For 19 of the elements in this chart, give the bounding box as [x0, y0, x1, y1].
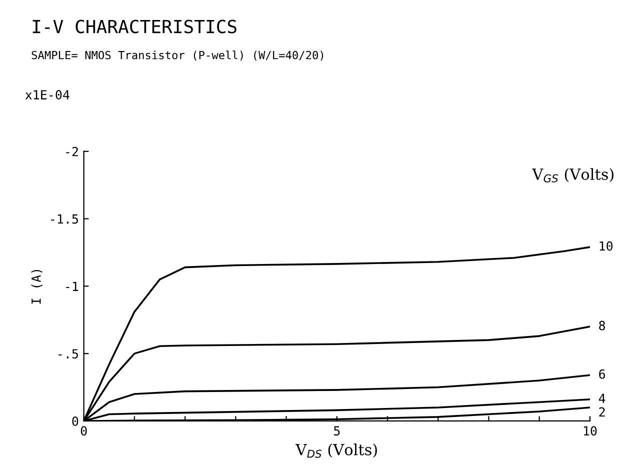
- y-tick-label: 0: [72, 416, 78, 426]
- x-tick-label: 0: [80, 426, 87, 436]
- x-tick-label: 10: [584, 426, 597, 436]
- y-tick-label: -1: [66, 282, 78, 291]
- y-tick-label: -1.5: [51, 214, 78, 224]
- text: x1E-04: [25, 90, 70, 100]
- y-tick-label: -2: [66, 146, 78, 156]
- y-axis-title: I (A): [31, 270, 42, 304]
- series-label: 8: [599, 320, 606, 330]
- legend-title: V$_{GS}$ (Volts): [532, 168, 614, 182]
- x-tick-label: 5: [334, 426, 340, 436]
- series-label: 6: [599, 369, 605, 379]
- series-label: 10: [600, 241, 613, 251]
- x-axis-title: V$_{DS}$ (Volts): [295, 444, 377, 458]
- y-tick-label: -.5: [58, 349, 78, 359]
- series-label: 4: [598, 394, 606, 403]
- chart-title: I-V CHARACTERISTICS: [32, 20, 236, 34]
- chart-subtitle: SAMPLE= NMOS Transistor (P-well) (W/L=40/20): [32, 50, 324, 61]
- series-label: 2: [599, 407, 605, 417]
